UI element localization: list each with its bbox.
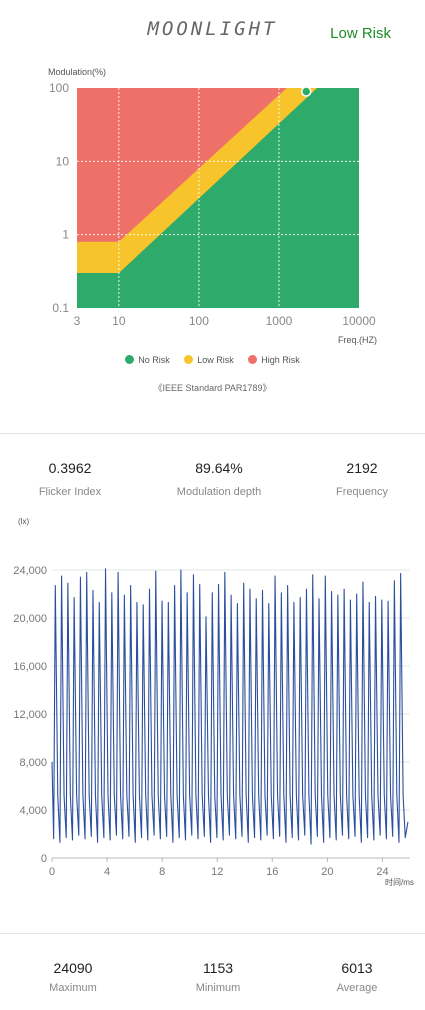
legend-item-no-risk: No Risk	[125, 355, 170, 365]
illuminance-waveform	[51, 568, 409, 845]
header: MOONLIGHT Low Risk	[0, 0, 425, 60]
lux-x-tick: 12	[211, 866, 223, 878]
stat-label: Average	[336, 982, 378, 994]
lux-chart-ylabel: (lx)	[18, 517, 30, 526]
legend-label: High Risk	[261, 355, 300, 365]
legend-dot-icon	[184, 355, 194, 364]
lux-x-tick: 0	[49, 866, 55, 878]
app-logo: MOONLIGHT	[147, 18, 278, 40]
stat-average: 6013 Average	[287, 960, 425, 994]
lux-y-tick: 24,000	[13, 565, 47, 577]
lux-y-tick: 16,000	[13, 661, 47, 673]
stat-label: Maximum	[49, 982, 97, 994]
stat-label: Flicker Index	[38, 486, 102, 498]
divider	[0, 433, 425, 434]
legend-item-low-risk: Low Risk	[184, 355, 234, 365]
stat-value: 24090	[53, 960, 93, 976]
legend-label: No Risk	[138, 355, 170, 365]
stat-label: Modulation depth	[176, 486, 262, 498]
divider	[0, 933, 425, 934]
risk-y-tick: 100	[49, 81, 69, 95]
stat-value: 0.3962	[48, 460, 92, 476]
risk-y-tick: 10	[56, 154, 70, 168]
risk-legend: No Risk Low Risk High Risk	[0, 355, 425, 365]
standard-reference: 《IEEE Standard PAR1789》	[153, 383, 272, 393]
stat-maximum: 24090 Maximum	[3, 960, 143, 994]
stat-value: 1153	[202, 960, 234, 976]
stat-modulation-depth: 89.64% Modulation depth	[149, 460, 289, 498]
risk-y-tick: 0.1	[52, 301, 69, 315]
lux-chart-xlabel: 时间/ms	[385, 878, 414, 887]
no-risk-region	[77, 88, 359, 308]
risk-x-tick: 10	[112, 314, 126, 328]
stat-minimum: 1153 Minimum	[148, 960, 288, 994]
flicker-stats: 0.3962 Flicker Index 89.64% Modulation d…	[0, 460, 425, 510]
lux-y-tick: 8,000	[19, 757, 47, 769]
stat-value: 89.64%	[195, 460, 243, 476]
risk-chart: 100 10 1 0.1 3 10 100 1000 10000 Freq.(HZ)	[49, 81, 377, 345]
stat-frequency: 2192 Frequency	[292, 460, 425, 498]
stat-value: 2192	[346, 460, 378, 476]
lux-x-tick: 24	[376, 866, 388, 878]
stat-label: Frequency	[336, 486, 388, 498]
measurement-marker	[300, 86, 312, 97]
risk-y-tick: 1	[62, 228, 69, 242]
legend-dot-icon	[125, 355, 135, 364]
lux-x-tick: 16	[266, 866, 278, 878]
stat-flicker-index: 0.3962 Flicker Index	[0, 460, 140, 498]
risk-x-tick: 100	[189, 314, 209, 328]
lux-x-tick: 20	[321, 866, 333, 878]
lux-chart: 0 4,000 8,000 12,000 16,000 20,000 24,000 0 4 8 12…	[13, 565, 410, 878]
risk-chart-ylabel: Modulation(%)	[48, 67, 107, 77]
lux-y-tick: 20,000	[13, 613, 47, 625]
lux-y-tick: 4,000	[19, 805, 47, 817]
legend-item-high-risk: High Risk	[248, 355, 300, 365]
stat-label: Minimum	[195, 982, 241, 994]
risk-x-tick: 1000	[266, 314, 293, 328]
risk-x-label: Freq.(HZ)	[338, 335, 377, 345]
lux-x-tick: 4	[104, 866, 110, 878]
lux-x-tick: 8	[159, 866, 165, 878]
legend-label: Low Risk	[197, 355, 234, 365]
risk-x-tick: 10000	[342, 314, 376, 328]
lux-y-tick: 12,000	[13, 709, 47, 721]
stat-value: 6013	[341, 960, 373, 976]
risk-status: Low Risk	[330, 25, 391, 42]
lux-y-tick: 0	[41, 853, 47, 865]
lux-stats: 24090 Maximum 1153 Minimum 6013 Average	[0, 960, 425, 1010]
risk-x-tick: 3	[74, 314, 81, 328]
legend-dot-icon	[248, 355, 258, 364]
